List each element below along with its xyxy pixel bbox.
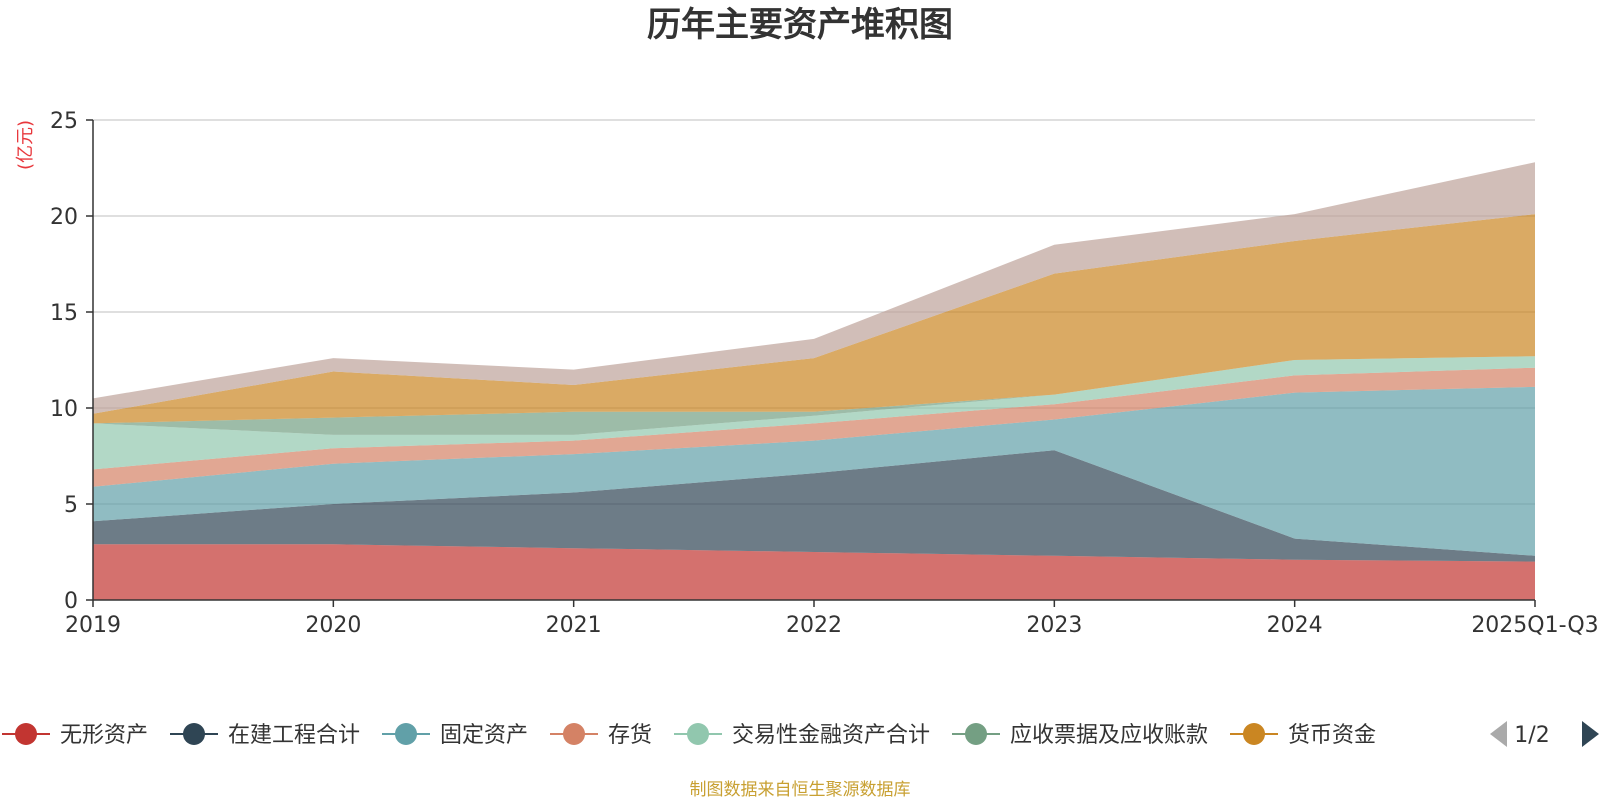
legend[interactable]: 无形资产 在建工程合计 固定资产 存货 交易性金融资产合计 应收票据及应收账款 货币资金 <box>2 723 1376 748</box>
axes <box>86 119 1536 607</box>
data-source-note: 制图数据来自恒生聚源数据库 <box>690 780 911 800</box>
area-series-3 <box>93 367 1535 487</box>
y-tick-label: 0 <box>64 589 78 614</box>
legend-circle-marker <box>563 723 586 745</box>
tick-labels: 0 5 10 15 20 25 2019 2020 2021 2022 2023 2024 2025Q1… <box>50 109 1599 638</box>
legend-label: 无形资产 <box>60 723 148 748</box>
y-tick-label: 25 <box>50 109 78 134</box>
y-tick-label: 5 <box>64 493 78 518</box>
area-series-0 <box>93 544 1535 600</box>
area-series-5 <box>93 356 1535 435</box>
y-tick-label: 10 <box>50 397 78 422</box>
legend-circle-marker <box>687 723 710 745</box>
legend-circle-marker <box>1243 723 1266 745</box>
chart-title: 历年主要资产堆积图 <box>647 5 953 45</box>
x-tick-label: 2020 <box>305 613 361 638</box>
legend-item[interactable]: 固定资产 <box>382 723 528 748</box>
legend-item[interactable]: 存货 <box>550 723 652 748</box>
area-series-group <box>93 162 1535 600</box>
legend-label: 交易性金融资产合计 <box>732 723 930 748</box>
area-series-6 <box>93 214 1535 424</box>
x-tick-label: 2021 <box>546 613 602 638</box>
x-tick-label: 2023 <box>1026 613 1082 638</box>
legend-item[interactable]: 交易性金融资产合计 <box>674 723 930 748</box>
legend-pager[interactable]: 1/2 <box>1490 721 1599 748</box>
legend-label: 在建工程合计 <box>228 723 360 748</box>
legend-label: 存货 <box>608 723 652 748</box>
legend-label: 货币资金 <box>1288 723 1376 748</box>
area-series-4 <box>93 356 1535 470</box>
area-series-2 <box>93 386 1535 556</box>
legend-label: 固定资产 <box>440 723 528 748</box>
area-series-1 <box>93 450 1535 562</box>
legend-item[interactable]: 在建工程合计 <box>170 723 360 748</box>
x-tick-label: 2019 <box>65 613 121 638</box>
legend-circle-marker <box>965 723 988 745</box>
y-tick-label: 20 <box>50 205 78 230</box>
x-tick-label: 2025Q1-Q3 <box>1471 613 1598 638</box>
legend-label: 应收票据及应收账款 <box>1010 723 1208 748</box>
legend-item[interactable]: 应收票据及应收账款 <box>952 723 1208 748</box>
legend-next-icon[interactable] <box>1582 721 1599 747</box>
y-tick-label: 15 <box>50 301 78 326</box>
legend-item[interactable]: 货币资金 <box>1230 723 1376 748</box>
legend-circle-marker <box>183 723 206 745</box>
y-axis-label: (亿元) <box>15 120 36 170</box>
legend-circle-marker <box>15 723 37 745</box>
x-tick-label: 2022 <box>786 613 842 638</box>
legend-page-indicator: 1/2 <box>1514 723 1549 748</box>
legend-prev-icon[interactable] <box>1490 721 1507 747</box>
legend-item[interactable]: 无形资产 <box>2 723 148 748</box>
legend-circle-marker <box>395 723 418 745</box>
x-tick-label: 2024 <box>1267 613 1323 638</box>
